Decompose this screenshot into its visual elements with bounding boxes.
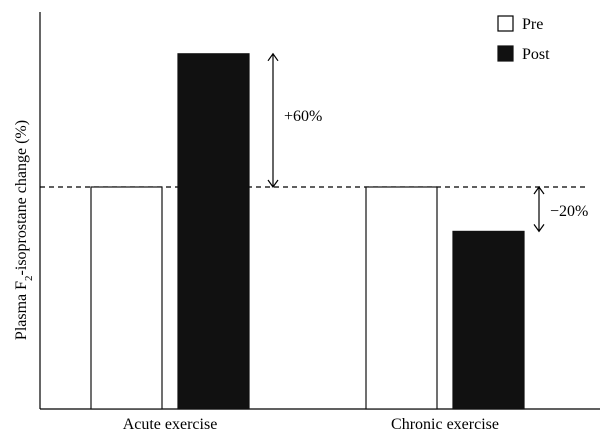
bar-pre-0 <box>90 186 163 410</box>
chronic-change-label: −20% <box>550 203 588 220</box>
x-tick-label-0: Acute exercise <box>123 416 218 433</box>
acute-change-label: +60% <box>284 108 322 125</box>
legend-label-pre: Pre <box>522 16 543 33</box>
legend-swatch-post <box>497 45 514 62</box>
acute-change-arrow-head-bottom <box>267 179 279 189</box>
y-axis-label: Plasma F2-isoprostane change (%) <box>13 120 35 340</box>
bar-post-1 <box>452 230 525 410</box>
bar-pre-1 <box>365 186 438 410</box>
acute-change-arrow-head-top <box>267 52 279 62</box>
legend-label-post: Post <box>522 46 550 63</box>
chronic-change-arrow-head-top <box>533 185 545 195</box>
legend-swatch-pre <box>497 15 514 32</box>
x-tick-label-1: Chronic exercise <box>391 416 499 433</box>
chronic-change-arrow-head-bottom <box>533 224 545 233</box>
bar-post-0 <box>177 53 250 410</box>
